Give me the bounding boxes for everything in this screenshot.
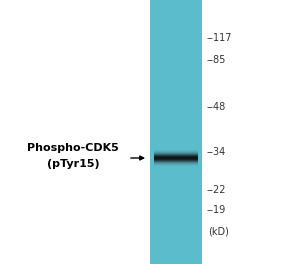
Text: (kD): (kD) bbox=[209, 227, 230, 237]
Text: --34: --34 bbox=[207, 147, 226, 157]
Bar bbox=[154, 156, 198, 157]
Text: (pTyr15): (pTyr15) bbox=[47, 159, 99, 169]
Bar bbox=[154, 165, 198, 166]
Bar bbox=[154, 157, 198, 158]
Text: --85: --85 bbox=[207, 55, 226, 65]
Bar bbox=[150, 0, 202, 264]
Text: --48: --48 bbox=[207, 102, 226, 112]
Bar bbox=[154, 152, 198, 153]
Bar bbox=[154, 154, 198, 155]
Bar bbox=[154, 158, 198, 159]
Bar bbox=[154, 163, 198, 164]
Bar bbox=[154, 153, 198, 154]
Bar bbox=[154, 161, 198, 162]
Bar bbox=[154, 159, 198, 160]
Bar bbox=[154, 164, 198, 165]
Text: Phospho-CDK5: Phospho-CDK5 bbox=[27, 143, 119, 153]
Bar bbox=[154, 151, 198, 152]
Bar bbox=[154, 155, 198, 156]
Text: --22: --22 bbox=[207, 185, 226, 195]
Bar bbox=[154, 150, 198, 151]
Text: --117: --117 bbox=[207, 33, 233, 43]
Text: --19: --19 bbox=[207, 205, 226, 215]
Bar bbox=[154, 162, 198, 163]
Bar bbox=[154, 160, 198, 161]
